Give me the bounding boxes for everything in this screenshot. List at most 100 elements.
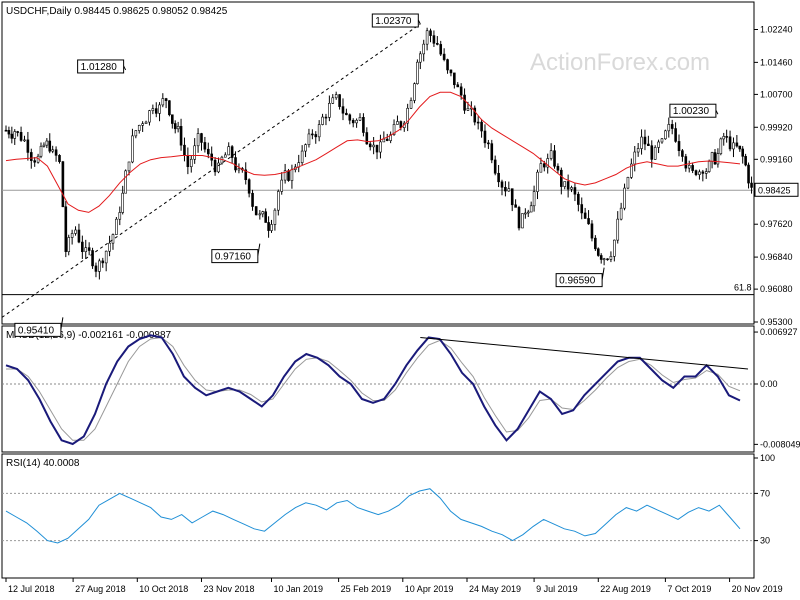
candle xyxy=(532,185,536,212)
candle xyxy=(368,141,372,151)
x-tick-label: 25 Feb 2019 xyxy=(341,584,392,594)
candle xyxy=(230,145,234,164)
candle xyxy=(87,242,91,256)
candle xyxy=(210,146,213,167)
x-tick-label: 9 Jul 2019 xyxy=(536,584,578,594)
candle xyxy=(560,167,563,195)
price-annotation: 0.95410 xyxy=(14,317,64,337)
candle xyxy=(186,147,190,175)
candle xyxy=(738,145,742,152)
candle xyxy=(456,82,460,88)
candle xyxy=(409,97,413,109)
annotation-label: 0.97160 xyxy=(215,252,252,263)
candle xyxy=(664,129,667,140)
candle xyxy=(616,211,620,244)
candle xyxy=(290,164,294,189)
candle xyxy=(389,131,392,144)
candle xyxy=(674,122,677,143)
candle xyxy=(115,216,118,235)
candle xyxy=(321,113,324,126)
candle xyxy=(735,135,739,148)
candle xyxy=(640,129,643,155)
candle xyxy=(70,229,74,245)
price-axis: 1.02240 1.01460 1.00700 0.99920 0.99160 0.976… xyxy=(754,24,793,327)
candle xyxy=(476,116,480,130)
x-tick-label: 10 Apr 2019 xyxy=(405,584,454,594)
candle xyxy=(372,137,375,155)
candle xyxy=(529,201,533,213)
candle xyxy=(630,158,633,179)
candle xyxy=(137,124,141,134)
candle xyxy=(602,257,606,266)
candle xyxy=(432,30,436,47)
candle xyxy=(609,251,613,263)
candle xyxy=(657,139,660,154)
candle xyxy=(328,95,331,122)
fibonacci-label: 61.8 xyxy=(734,283,752,293)
candle xyxy=(670,119,674,135)
candle xyxy=(500,179,504,196)
candle xyxy=(267,216,270,238)
watermark: ActionForex.com xyxy=(530,49,710,76)
candle xyxy=(473,105,477,126)
macd-axis: 0.006927 0.00 -0.008049 xyxy=(2,327,800,449)
candle xyxy=(39,142,43,159)
candle xyxy=(704,168,708,179)
candle xyxy=(566,174,570,198)
candle xyxy=(453,72,456,89)
candle xyxy=(26,131,30,161)
candle xyxy=(171,114,174,129)
price-trendline xyxy=(1,23,421,318)
candle xyxy=(151,104,155,115)
candle xyxy=(713,149,717,165)
price-annotation: 0.97160 xyxy=(211,243,261,264)
candle xyxy=(510,188,514,212)
candle xyxy=(436,36,439,46)
candle xyxy=(273,208,277,231)
macd-tick-label: -0.008049 xyxy=(760,439,800,449)
candle xyxy=(98,258,101,280)
candle xyxy=(422,39,426,62)
price-annotation: 1.00230 xyxy=(669,103,719,118)
candle xyxy=(504,181,507,197)
candle xyxy=(594,235,597,251)
candle xyxy=(61,160,65,208)
macd-panel-frame xyxy=(1,325,755,453)
candle xyxy=(237,163,241,174)
candle xyxy=(258,210,262,220)
candle xyxy=(206,142,210,159)
candle xyxy=(234,151,237,173)
candle xyxy=(553,145,556,169)
candle xyxy=(345,108,348,116)
candle xyxy=(16,130,19,137)
candle xyxy=(406,103,409,132)
candle xyxy=(446,58,449,74)
candle xyxy=(84,239,88,259)
candle xyxy=(101,257,105,268)
candle xyxy=(74,226,77,236)
moving-average-line xyxy=(5,91,741,213)
candle xyxy=(587,210,590,225)
candle xyxy=(193,138,196,164)
candle xyxy=(33,157,36,167)
candle xyxy=(108,235,111,257)
candle xyxy=(283,163,287,184)
candle xyxy=(570,185,573,193)
candle xyxy=(606,258,609,261)
macd-trendline xyxy=(420,337,749,370)
candle xyxy=(667,117,671,138)
candle xyxy=(698,169,701,180)
x-tick-label: 7 Oct 2019 xyxy=(667,584,711,594)
candle xyxy=(270,219,273,233)
annotation-label: 1.02370 xyxy=(375,16,412,27)
candle xyxy=(647,135,650,146)
candle xyxy=(514,199,517,208)
candle xyxy=(524,208,527,219)
candle xyxy=(4,125,8,132)
candle xyxy=(643,129,647,151)
candle xyxy=(121,185,125,215)
candle xyxy=(189,155,193,173)
candle xyxy=(91,247,94,269)
candle xyxy=(118,206,122,226)
candle xyxy=(300,145,304,165)
